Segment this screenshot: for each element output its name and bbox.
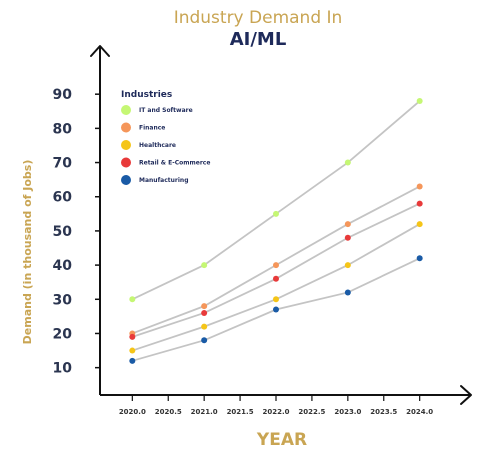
y-tick-label: 10 <box>53 361 73 377</box>
data-point <box>201 262 208 269</box>
x-tick-label: 2023.5 <box>370 408 397 416</box>
legend-marker <box>121 157 131 168</box>
x-tick-labels: 2020.0 2020.5 2021.0 2021.5 2022.0 2022.5 2023… <box>119 395 433 416</box>
legend: Industries IT and Software Finance Healthc… <box>118 84 226 190</box>
data-point <box>344 159 351 166</box>
legend-label: Manufacturing <box>139 177 189 184</box>
data-point <box>201 323 208 330</box>
x-axis-label: YEAR <box>256 430 307 450</box>
y-tick-label: 60 <box>53 190 73 206</box>
y-tick-labels: 10 20 30 40 50 60 70 80 90 <box>53 87 100 377</box>
y-tick-label: 20 <box>53 326 73 342</box>
x-tick-label: 2020.0 <box>119 408 146 416</box>
data-point <box>416 183 423 190</box>
axes <box>90 45 472 405</box>
legend-items: IT and Software Finance Healthcare Retail &… <box>121 105 210 185</box>
data-point <box>129 357 136 364</box>
legend-title: Industries <box>121 90 172 100</box>
data-point <box>273 262 279 269</box>
y-tick-label: 40 <box>53 258 73 274</box>
legend-marker <box>121 140 131 150</box>
data-point <box>201 337 208 344</box>
data-point <box>273 306 279 313</box>
y-tick-label: 70 <box>53 156 73 172</box>
x-tick-label: 2024.0 <box>406 408 433 416</box>
data-point <box>416 255 423 262</box>
legend-label: Retail & E-Commerce <box>139 160 210 167</box>
x-tick-label: 2021.5 <box>227 408 254 416</box>
data-point <box>273 275 279 282</box>
legend-label: IT and Software <box>139 107 193 114</box>
x-tick-label: 2022.0 <box>262 408 289 416</box>
data-point <box>344 289 351 296</box>
data-point <box>273 296 279 303</box>
legend-marker <box>121 105 131 115</box>
chart-title: Industry Demand In <box>174 8 343 28</box>
y-axis-arrow <box>90 45 110 57</box>
data-point <box>416 200 423 207</box>
x-axis-arrow <box>460 385 472 405</box>
x-tick-label: 2023.0 <box>334 408 361 416</box>
y-axis-label: Demand (in thousand of Jobs) <box>21 160 34 345</box>
data-point <box>129 333 136 340</box>
data-point <box>416 221 423 228</box>
legend-label: Healthcare <box>139 142 176 149</box>
y-tick-label: 30 <box>53 292 73 308</box>
data-point <box>273 210 279 217</box>
data-point <box>201 309 208 316</box>
data-point <box>129 347 136 354</box>
y-tick-label: 90 <box>53 87 73 103</box>
x-tick-label: 2022.5 <box>298 408 325 416</box>
data-point <box>344 221 351 228</box>
data-point <box>344 234 351 241</box>
data-point <box>344 262 351 269</box>
legend-marker <box>121 175 131 185</box>
data-point <box>416 98 423 105</box>
legend-marker <box>121 122 131 133</box>
legend-label: Finance <box>139 125 165 132</box>
data-point <box>201 303 208 310</box>
y-tick-label: 80 <box>53 121 73 137</box>
data-point <box>129 296 136 303</box>
x-tick-label: 2020.5 <box>155 408 182 416</box>
series-points <box>129 98 423 364</box>
y-tick-label: 50 <box>53 224 73 240</box>
series-line <box>132 223 421 352</box>
legend-box <box>118 84 226 190</box>
x-tick-label: 2021.0 <box>191 408 218 416</box>
chart-subtitle: AI/ML <box>230 29 287 50</box>
